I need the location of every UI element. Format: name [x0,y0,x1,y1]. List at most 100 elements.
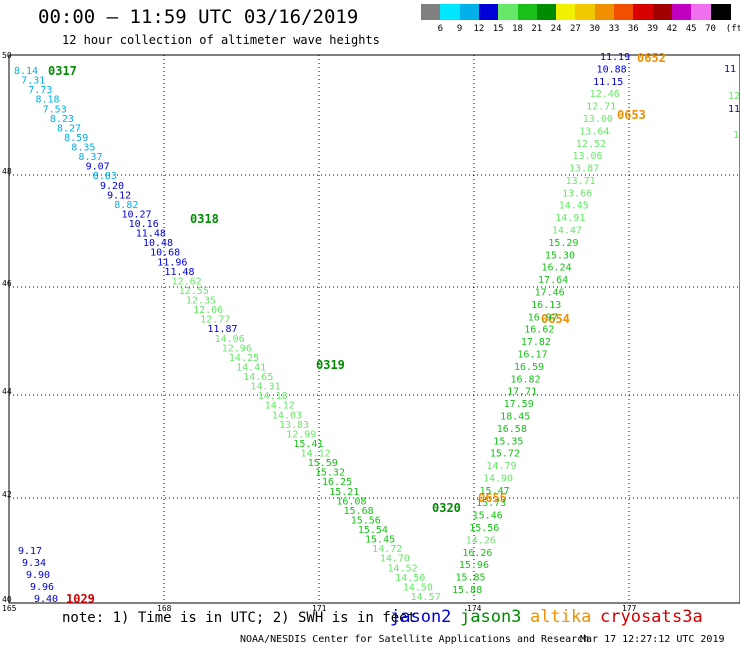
colorbar-label: 30 [589,24,601,34]
swh-value: 16.08 [336,496,366,507]
swh-value: 13.83 [279,420,309,431]
swh-value: 14.70 [380,554,410,565]
swh-value: 14.31 [250,382,280,393]
swh-value: 8.23 [50,114,74,125]
legend-jason3: jason3 [460,607,522,627]
swh-value: 15.30 [545,250,575,261]
latitude-label: 40 [2,595,12,604]
swh-value: 14.57 [411,592,441,603]
longitude-label: 165 [2,604,17,613]
swh-value: 16.25 [322,477,352,488]
colorbar-label: 12 [473,24,485,34]
colorbar-swatch [498,4,519,20]
pass-label-0320: 0320 [432,501,461,515]
swh-value: 14.65 [243,372,273,383]
colorbar-swatch [633,4,654,20]
latitude-label: 42 [2,490,12,499]
swh-value: 9.07 [86,162,110,173]
swh-value: 16.62 [524,325,554,336]
swh-value: 14.12 [265,401,295,412]
swh-value: 16.97 [528,312,558,323]
swh-value: 16.24 [541,263,571,274]
swh-value: 8.14 [14,66,38,77]
latitude-label: 46 [2,279,12,288]
legend-jason2: jason2 [390,607,452,627]
swh-value: 15.29 [548,238,578,249]
swh-value: 10.68 [150,248,180,259]
swh-value: 15.96 [459,560,489,571]
swh-value: 12.35 [186,296,216,307]
generation-timestamp: Mar 17 12:27:12 UTC 2019 [580,634,725,645]
map-frame [8,54,740,604]
colorbar-unit: (ft) [725,24,740,34]
swh-value: 9.40 [34,594,58,605]
swh-value: 16.82 [511,374,541,385]
swh-value: 14.91 [555,213,585,224]
units-note: note: 1) Time is in UTC; 2) SWH is in fe… [62,610,417,626]
swh-value: 13.66 [562,188,592,199]
swh-value: 14.06 [215,334,245,345]
colorbar-label: 36 [627,24,639,34]
pass-label-0317: 0317 [48,64,77,78]
colorbar-swatch [459,4,480,20]
colorbar-swatch [691,4,712,20]
longitude-label: 177 [622,604,637,613]
swh-value: 15.41 [293,439,323,450]
swh-value: 14.41 [236,362,266,373]
swh-value: 14.18 [258,391,288,402]
swh-value: 9.90 [26,570,50,581]
pass-label-0655: 0655 [478,491,507,505]
swh-value: 16.58 [497,424,527,435]
swh-value: 11.48 [136,229,166,240]
swh-value: 13.64 [579,126,609,137]
swh-value: 17.59 [504,399,534,410]
swh-value: 1 [733,130,739,141]
swh-value: 12.06 [193,305,223,316]
swh-value: 14.50 [403,582,433,593]
swh-value: 16.26 [462,548,492,559]
colorbar-swatch [536,4,557,20]
swh-value: 11.19 [600,52,630,63]
swh-value: 15.59 [308,458,338,469]
swh-value: 14.90 [483,473,513,484]
colorbar-swatch [671,4,692,20]
pass-label-0654: 0654 [541,312,570,326]
swh-value: 14.25 [229,353,259,364]
swh-value: 15.47 [480,486,510,497]
swh-value: 7.53 [43,104,67,115]
swh-value: 15.45 [365,535,395,546]
colorbar-label: 33 [608,24,620,34]
swh-value: 15.56 [351,515,381,526]
swh-value: 14.72 [372,544,402,555]
swh-value: 15.54 [358,525,388,536]
swh-value: 9.17 [18,546,42,557]
colorbar-label: 21 [531,24,543,34]
swh-value: 17.71 [507,387,537,398]
swh-value: 13.00 [583,114,613,125]
map-subtitle: 12 hour collection of altimeter wave hei… [62,33,380,47]
colorbar-label: 24 [550,24,562,34]
swh-value: 9.34 [22,558,46,569]
legend-cryosat: cryosat [600,607,672,627]
swh-value: 14.26 [466,535,496,546]
swh-value: 8.83 [93,171,117,182]
legend-altika: altika [530,607,592,627]
swh-value: 16.59 [514,362,544,373]
swh-value: 15.35 [493,436,523,447]
swh-value: 15.21 [329,487,359,498]
swh-value: 12.71 [586,102,616,113]
swh-value: 7.73 [28,85,52,96]
swh-value: 8.35 [71,143,95,154]
swh-value: 15.68 [344,506,374,517]
swh-value: 10.27 [121,209,151,220]
colorbar-swatch [710,4,731,20]
colorbar-swatch [556,4,577,20]
colorbar-label: 70 [705,24,716,34]
swh-value: 8.59 [64,133,88,144]
swh-value: 8.18 [35,95,59,106]
swh-value: 12.46 [590,89,620,100]
swh-value: 12 [728,91,740,102]
swh-value: 12.55 [179,286,209,297]
